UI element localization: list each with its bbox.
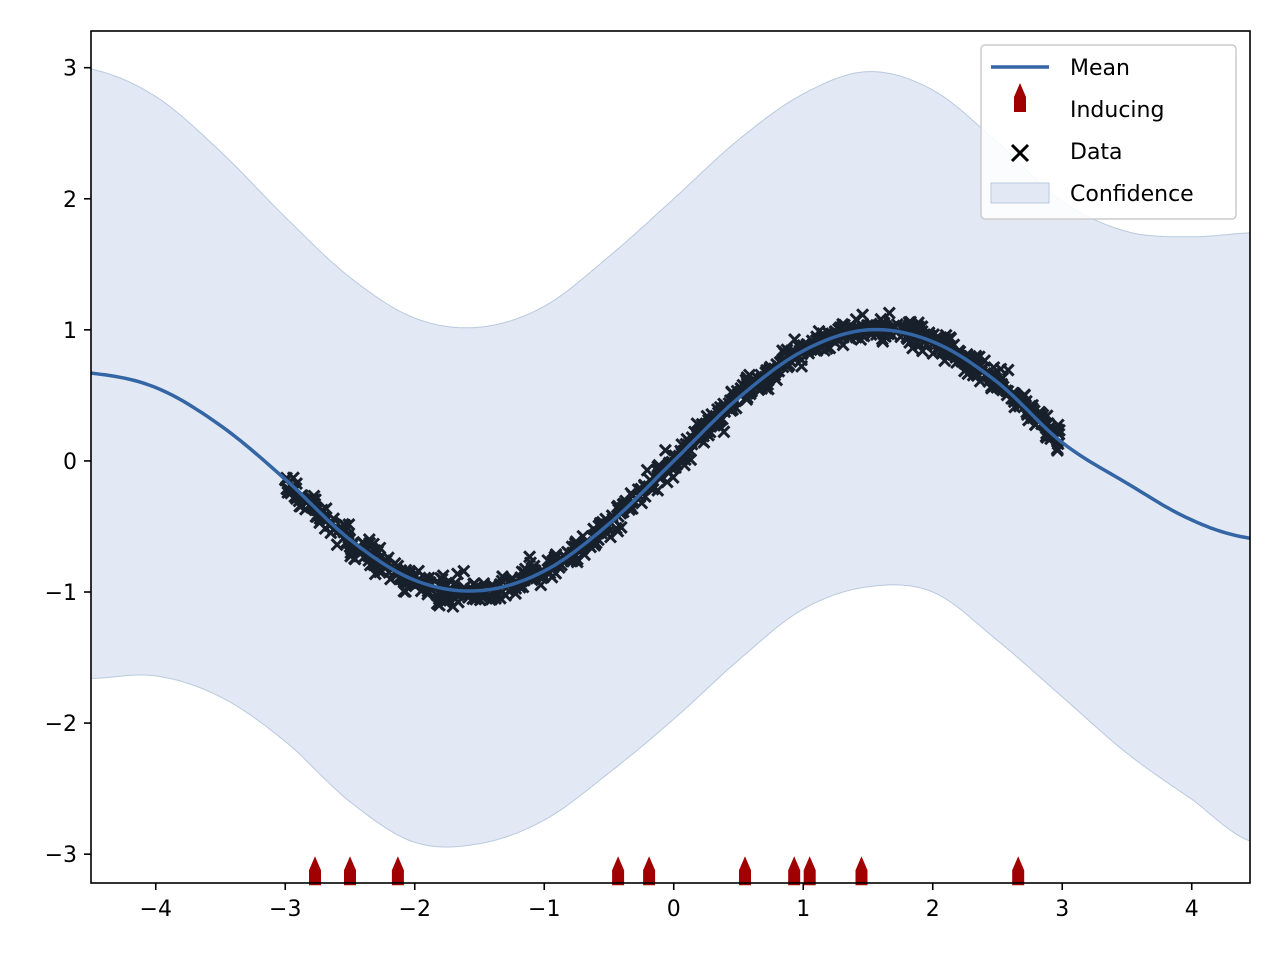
data-point [344,549,358,563]
legend-mean-label: Mean [1070,56,1130,81]
data-point [655,470,669,484]
data-point [673,452,687,466]
data-point [904,317,918,331]
data-point [792,338,806,352]
inducing-point [855,856,868,886]
data-point [523,556,538,570]
data-point [640,463,654,477]
data-point [1034,406,1048,420]
legend: Mean Inducing Data Confidence [980,44,1237,220]
data-point [281,485,295,500]
data-point [495,570,510,584]
data-point [430,588,444,602]
legend-inducing-swatch [1014,83,1026,112]
data-point [354,544,368,559]
y-tick-label: 0 [63,450,77,475]
y-axis: 3 2 1 0 −1 −2 −3 [45,57,91,868]
data-point [336,517,350,531]
axes-frame [90,30,1251,884]
mean-line [91,327,1250,593]
data-point [414,584,428,598]
x-tick-label: −4 [140,897,172,922]
data-point [469,592,483,606]
data-point [985,368,1000,382]
data-point [922,326,936,340]
y-tick-label: 3 [63,57,77,82]
data-point [761,377,775,392]
x-tick-label: −2 [399,897,431,922]
inducing-point [803,856,816,886]
data-point [717,425,731,439]
x-tick-label: 4 [1185,897,1199,922]
legend-data-swatch [1010,143,1030,163]
data-point [1050,422,1064,436]
inducing-point [643,856,656,886]
x-tick-label: 0 [667,897,681,922]
inducing-point [1012,856,1025,886]
x-axis: −4 −3 −2 −1 0 1 2 3 4 [140,883,1199,922]
data-point [545,570,559,584]
data-point [450,567,465,581]
data-point [603,530,618,544]
y-tick-label: 1 [63,319,77,344]
data-point [812,324,826,338]
inducing-point [344,856,356,886]
x-tick-label: −3 [269,897,301,922]
legend-box [980,44,1237,220]
data-point [1001,363,1015,377]
inducing-point [309,856,321,886]
inducing-point [788,856,801,886]
data-point [541,553,555,568]
x-tick-label: 3 [1055,897,1069,922]
x-tick-label: 2 [926,897,940,922]
legend-confidence-swatch [990,182,1050,204]
inducing-point [391,856,404,886]
data-point [941,332,955,347]
inducing-point [739,856,751,886]
data-point [835,320,849,334]
legend-data-label: Data [1070,140,1123,165]
data-point [620,498,634,512]
y-tick-label: −1 [45,581,77,606]
data-point [330,538,344,552]
data-point [882,306,896,320]
y-tick-label: 2 [63,188,77,213]
x-tick-label: 1 [796,897,810,922]
data-point [366,537,381,551]
data-point [969,349,983,363]
data-point [634,482,648,496]
inducing-point [612,856,625,886]
data-point [723,393,737,408]
x-tick-label: −1 [528,897,560,922]
data-point [485,592,499,606]
data-point [915,344,930,358]
legend-confidence-label: Confidence [1070,182,1194,207]
data-point [326,523,340,537]
y-tick-label: −3 [45,843,77,868]
data-point [570,555,584,569]
data-point [761,382,775,396]
legend-inducing-label: Inducing [1070,98,1164,123]
plot-area [91,68,1250,886]
data-point [477,576,491,591]
data-point [293,490,307,504]
y-tick-label: −2 [45,712,77,737]
